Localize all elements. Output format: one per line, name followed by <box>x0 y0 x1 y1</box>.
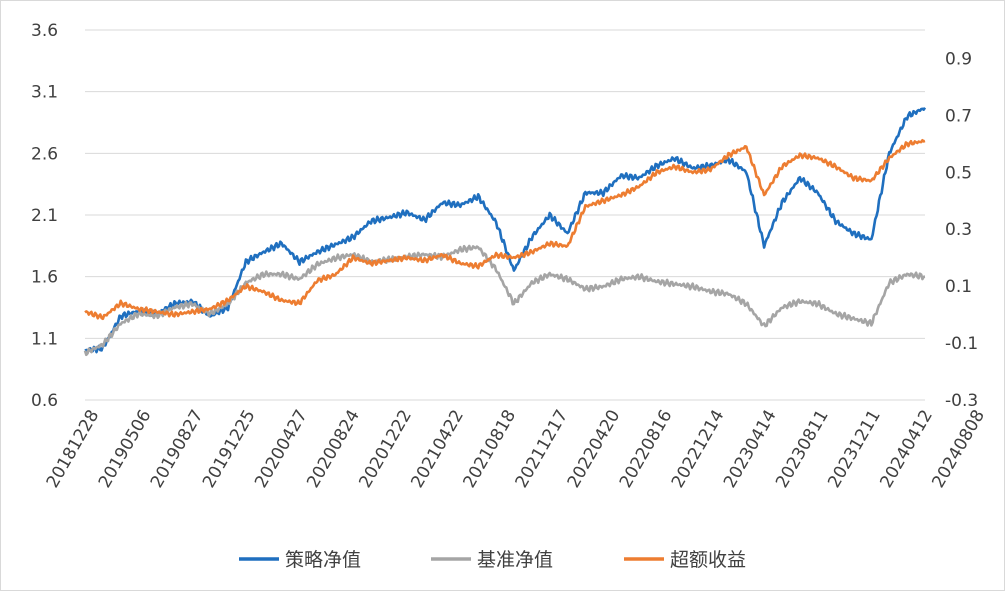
right-tick-label: 0.5 <box>945 163 972 183</box>
series-line <box>84 139 926 321</box>
right-tick-label: 0.9 <box>945 49 972 69</box>
left-axis-ticks: 0.6 1.1 1.6 2.1 2.6 3.1 3.6 <box>31 21 58 411</box>
x-tick-label: 20201222 <box>355 407 416 492</box>
x-tick-label: 20231211 <box>824 407 885 492</box>
right-tick-label: 0.1 <box>945 277 972 297</box>
legend-label: 策略净值 <box>285 549 361 571</box>
x-tick-label: 20190827 <box>147 407 208 492</box>
right-tick-label: 0.7 <box>945 106 972 126</box>
x-tick-label: 20190506 <box>95 407 156 492</box>
right-axis-ticks: -0.3 -0.1 0.1 0.3 0.5 0.7 0.9 <box>945 49 978 411</box>
left-tick-label: 2.1 <box>31 206 58 226</box>
left-tick-label: 0.6 <box>31 391 58 411</box>
x-tick-label: 20200427 <box>251 407 312 492</box>
series-line <box>83 244 926 357</box>
x-tick-label: 20220816 <box>616 407 677 492</box>
series-lines <box>83 106 927 357</box>
gridlines <box>85 29 925 339</box>
x-tick-label: 20181228 <box>43 407 104 492</box>
right-tick-label: 0.3 <box>945 220 972 240</box>
legend-label: 超额收益 <box>670 549 746 571</box>
left-tick-label: 3.6 <box>31 21 58 41</box>
left-tick-label: 1.6 <box>31 268 58 288</box>
x-tick-label: 20220420 <box>564 407 625 492</box>
x-tick-label: 20191225 <box>199 407 260 492</box>
series-line <box>84 106 927 354</box>
right-tick-label: -0.1 <box>945 334 978 354</box>
x-tick-label: 20210818 <box>460 407 521 492</box>
legend-label: 基准净值 <box>477 549 553 571</box>
x-tick-label: 20210422 <box>407 407 468 492</box>
left-tick-label: 3.1 <box>31 83 58 103</box>
legend: 策略净值 基准净值 超额收益 <box>239 549 746 571</box>
x-axis-ticks: 2018122820190506201908272019122520200427… <box>43 407 989 492</box>
left-tick-label: 2.6 <box>31 144 58 164</box>
x-tick-label: 20230414 <box>720 407 781 492</box>
right-tick-label: -0.3 <box>945 391 978 411</box>
left-tick-label: 1.1 <box>31 329 58 349</box>
x-tick-label: 20240808 <box>928 407 989 492</box>
x-tick-label: 20200824 <box>303 407 364 492</box>
x-tick-label: 20240412 <box>876 407 937 492</box>
x-tick-label: 20211217 <box>512 407 573 492</box>
x-tick-label: 20221214 <box>668 407 729 492</box>
x-tick-label: 20230811 <box>772 407 833 492</box>
